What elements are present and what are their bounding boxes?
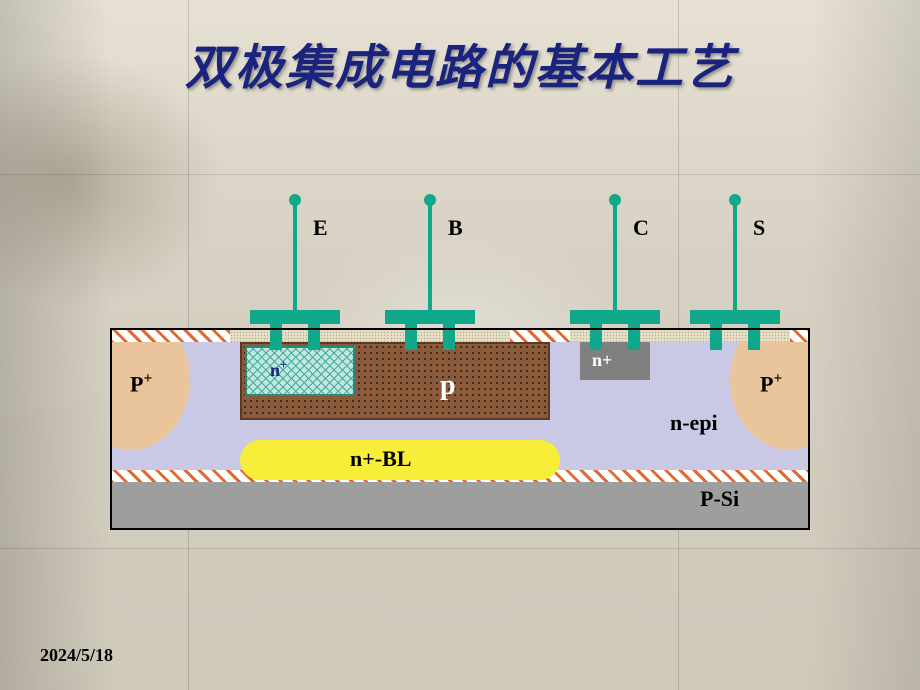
- label-n-plus-emitter: n+: [270, 358, 287, 381]
- oxide-top-left: [110, 328, 230, 342]
- label-p-base: p: [440, 370, 456, 402]
- slide-date: 2024/5/18: [40, 645, 113, 666]
- terminal-pin-e: [292, 200, 298, 314]
- label-p-substrate: P-Si: [700, 486, 739, 512]
- bipolar-cross-section-diagram: EBCSP+P+n+pn+n-epin+-BLP-Si: [110, 280, 810, 530]
- terminal-pin-c: [612, 200, 618, 314]
- label-p-plus-left: P+: [130, 370, 152, 397]
- label-p-plus-right: P+: [760, 370, 782, 397]
- oxide-top-mid: [510, 328, 570, 342]
- terminal-label-b: B: [448, 215, 463, 241]
- metal-contact-s: [690, 310, 780, 360]
- slide-title: 双极集成电路的基本工艺: [0, 28, 920, 98]
- metal-contact-e: [250, 310, 340, 360]
- bg-grid-line: [0, 174, 920, 175]
- terminal-pin-b: [427, 200, 433, 314]
- bg-grid-line: [0, 548, 920, 549]
- metal-contact-b: [385, 310, 475, 360]
- terminal-label-c: C: [633, 215, 649, 241]
- terminal-pin-s: [732, 200, 738, 314]
- oxide-top-right: [790, 328, 810, 342]
- terminal-label-s: S: [753, 215, 765, 241]
- label-n-plus-collector: n+: [592, 350, 612, 371]
- metal-contact-c: [570, 310, 660, 360]
- label-n-epi: n-epi: [670, 410, 718, 436]
- label-buried-layer: n+-BL: [350, 446, 411, 472]
- terminal-label-e: E: [313, 215, 328, 241]
